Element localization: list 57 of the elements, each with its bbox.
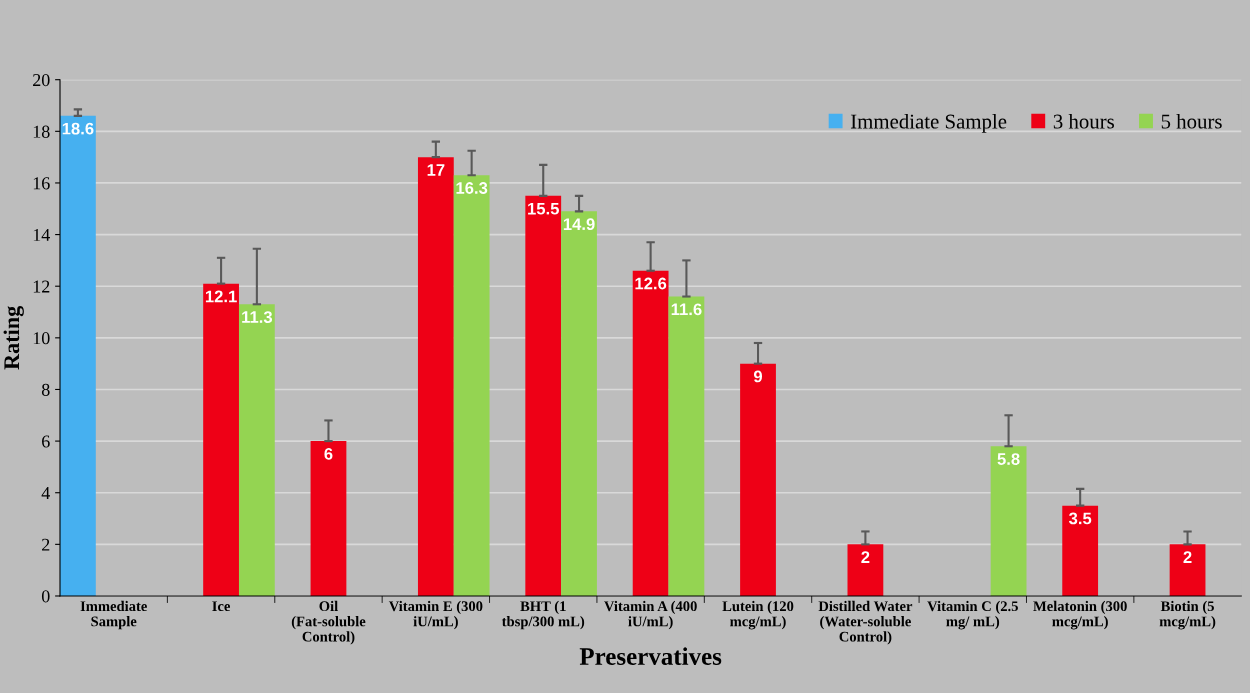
data-label: 14.9 [563, 218, 595, 231]
data-label: 2 [861, 551, 870, 563]
y-tick-label: 18 [33, 125, 50, 138]
data-label: 6 [324, 447, 333, 460]
x-tick-label: Biotin (5 mcg/mL) [1159, 600, 1216, 630]
y-tick-label: 14 [33, 228, 50, 241]
bar [60, 115, 96, 596]
legend-label: 5 hours [1161, 113, 1222, 129]
y-tick-label: 0 [41, 590, 50, 603]
bar [525, 195, 562, 596]
data-label: 18.6 [62, 122, 94, 135]
x-axis-title: Preservatives [579, 647, 722, 665]
x-tick-label: Vitamin C (2.5 mg/ mL) [927, 600, 1018, 630]
legend-label: Immediate Sample [850, 113, 1007, 133]
bar [668, 296, 705, 596]
x-tick-label: Distilled Water (Water-soluble Control) [818, 600, 913, 645]
bar [847, 544, 884, 596]
data-label: 2 [1183, 551, 1192, 563]
bar [632, 270, 669, 596]
x-tick-label: Immediate Sample [80, 600, 147, 630]
y-tick-label: 10 [33, 332, 50, 345]
data-label: 12.1 [205, 290, 237, 303]
y-tick-label: 16 [33, 177, 50, 190]
x-tick-label: Vitamin A (400 iU/mL) [604, 600, 697, 630]
data-label: 11.6 [671, 303, 702, 316]
data-label: 3.5 [1068, 512, 1092, 525]
x-tick-label: Lutein (120 mcg/mL) [722, 600, 794, 630]
data-label: 16.3 [456, 182, 488, 194]
data-label: 11.3 [242, 311, 273, 323]
bar [740, 363, 776, 596]
data-label: 9 [753, 370, 763, 383]
y-tick-label: 2 [42, 538, 50, 551]
bar [453, 175, 490, 596]
data-label: 5.8 [997, 453, 1020, 465]
y-tick-label: 12 [33, 280, 50, 293]
x-tick-label: Melatonin (300 mcg/mL) [1033, 600, 1127, 630]
y-tick-label: 4 [41, 487, 50, 499]
bar [561, 211, 597, 596]
x-tick-label: Oil (Fat-soluble Control) [291, 600, 366, 645]
bar [203, 283, 239, 596]
bar [1062, 505, 1099, 596]
x-tick-label: Ice [212, 601, 231, 612]
y-tick-label: 20 [33, 73, 50, 87]
legend-label: 3 hours [1053, 113, 1114, 129]
bar [417, 157, 454, 596]
data-label: 17 [427, 164, 445, 176]
y-axis-title: Rating [3, 305, 24, 370]
bar [238, 304, 275, 596]
y-tick-label: 8 [41, 383, 50, 396]
bar [990, 446, 1027, 596]
x-tick-label: BHT (1 tbsp/300 mL) [501, 600, 585, 630]
data-label: 12.6 [635, 277, 667, 290]
data-label: 15.5 [528, 202, 559, 215]
bar [310, 441, 347, 596]
x-tick-label: Vitamin E (300 iU/mL) [388, 600, 483, 630]
y-tick-label: 6 [42, 435, 50, 448]
bar [1169, 544, 1206, 596]
